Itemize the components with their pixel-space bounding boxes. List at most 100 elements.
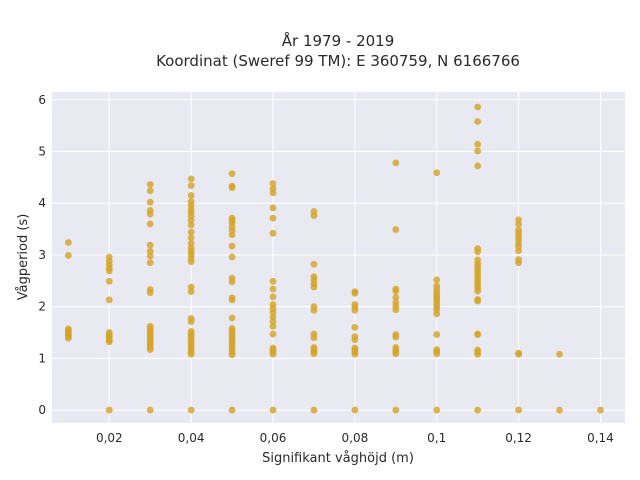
data-point (392, 287, 400, 295)
data-point (433, 331, 441, 338)
data-point (515, 350, 522, 358)
data-point (392, 350, 400, 358)
data-point (228, 406, 236, 414)
data-point (146, 247, 154, 255)
data-point (392, 406, 400, 414)
data-point (310, 350, 318, 358)
data-point (310, 306, 318, 314)
data-point (146, 198, 154, 206)
data-point (228, 278, 236, 286)
data-point (310, 334, 318, 342)
data-point (515, 221, 522, 228)
data-point (146, 406, 154, 414)
data-point (64, 239, 72, 246)
data-point (269, 318, 277, 326)
data-point (392, 226, 400, 233)
chart-subtitle: Koordinat (Sweref 99 TM): E 360759, N 61… (156, 52, 520, 70)
data-point (269, 406, 277, 414)
data-point (187, 240, 195, 247)
data-point (228, 184, 236, 192)
data-point (187, 288, 195, 296)
data-point (269, 229, 277, 237)
data-point (351, 406, 359, 414)
data-point (105, 406, 113, 414)
data-point (269, 322, 277, 330)
data-point (269, 313, 277, 321)
data-point (146, 252, 154, 260)
data-point (146, 210, 154, 218)
plot-area (52, 92, 625, 423)
data-point (187, 318, 195, 326)
data-point (146, 259, 154, 267)
x-tick-label: 0,02 (96, 431, 123, 445)
data-point (556, 350, 563, 358)
data-point (187, 283, 195, 291)
data-point (146, 187, 154, 195)
data-point (269, 277, 277, 285)
data-point (392, 333, 400, 341)
data-point (392, 159, 400, 167)
data-point (474, 147, 482, 155)
data-point (310, 212, 318, 220)
data-point (228, 253, 236, 261)
data-point (187, 192, 195, 199)
data-point (269, 285, 277, 293)
data-point (474, 331, 482, 338)
data-point (269, 204, 277, 212)
data-point (597, 406, 604, 414)
y-tick-label: 0 (38, 403, 46, 417)
data-point (64, 252, 72, 259)
data-point (351, 289, 359, 297)
data-point (146, 346, 154, 353)
data-point (146, 220, 154, 228)
data-point (269, 293, 277, 301)
data-point (474, 248, 482, 256)
data-point (351, 306, 359, 314)
data-point (187, 406, 195, 414)
data-point (269, 189, 277, 197)
data-point (474, 406, 482, 414)
data-point (474, 140, 482, 148)
y-tick-label: 2 (38, 300, 46, 314)
data-point (474, 287, 482, 295)
data-point (228, 242, 236, 250)
data-point (433, 310, 441, 318)
data-point (310, 406, 318, 414)
data-point (105, 277, 113, 285)
y-tick-label: 4 (38, 196, 46, 210)
y-tick-labels: 0 1 2 3 4 5 6 (38, 93, 46, 417)
data-point (474, 103, 482, 111)
x-tick-label: 0,04 (178, 431, 205, 445)
data-point (310, 283, 318, 291)
x-axis-label: Signifikant våghöjd (m) (262, 451, 414, 466)
data-point (556, 406, 563, 414)
data-point (351, 350, 359, 358)
data-point (310, 260, 318, 268)
data-point (515, 259, 522, 267)
y-tick-label: 6 (38, 93, 46, 107)
data-point (269, 180, 277, 187)
data-point (433, 169, 441, 177)
data-points (64, 103, 604, 414)
data-point (392, 293, 400, 301)
data-point (105, 267, 113, 275)
data-point (515, 216, 522, 224)
y-tick-label: 5 (38, 144, 46, 158)
data-point (269, 350, 277, 358)
data-point (187, 216, 195, 224)
x-tick-label: 0,1 (427, 431, 446, 445)
data-point (433, 350, 441, 358)
data-point (187, 221, 195, 229)
data-point (515, 406, 522, 414)
data-point (269, 214, 277, 222)
data-point (392, 306, 400, 314)
data-point (228, 231, 236, 239)
data-point (187, 234, 195, 242)
data-point (351, 323, 359, 331)
y-tick-label: 1 (38, 351, 46, 365)
data-point (433, 406, 441, 414)
data-point (474, 297, 482, 305)
data-point (433, 276, 441, 284)
data-point (228, 296, 236, 304)
